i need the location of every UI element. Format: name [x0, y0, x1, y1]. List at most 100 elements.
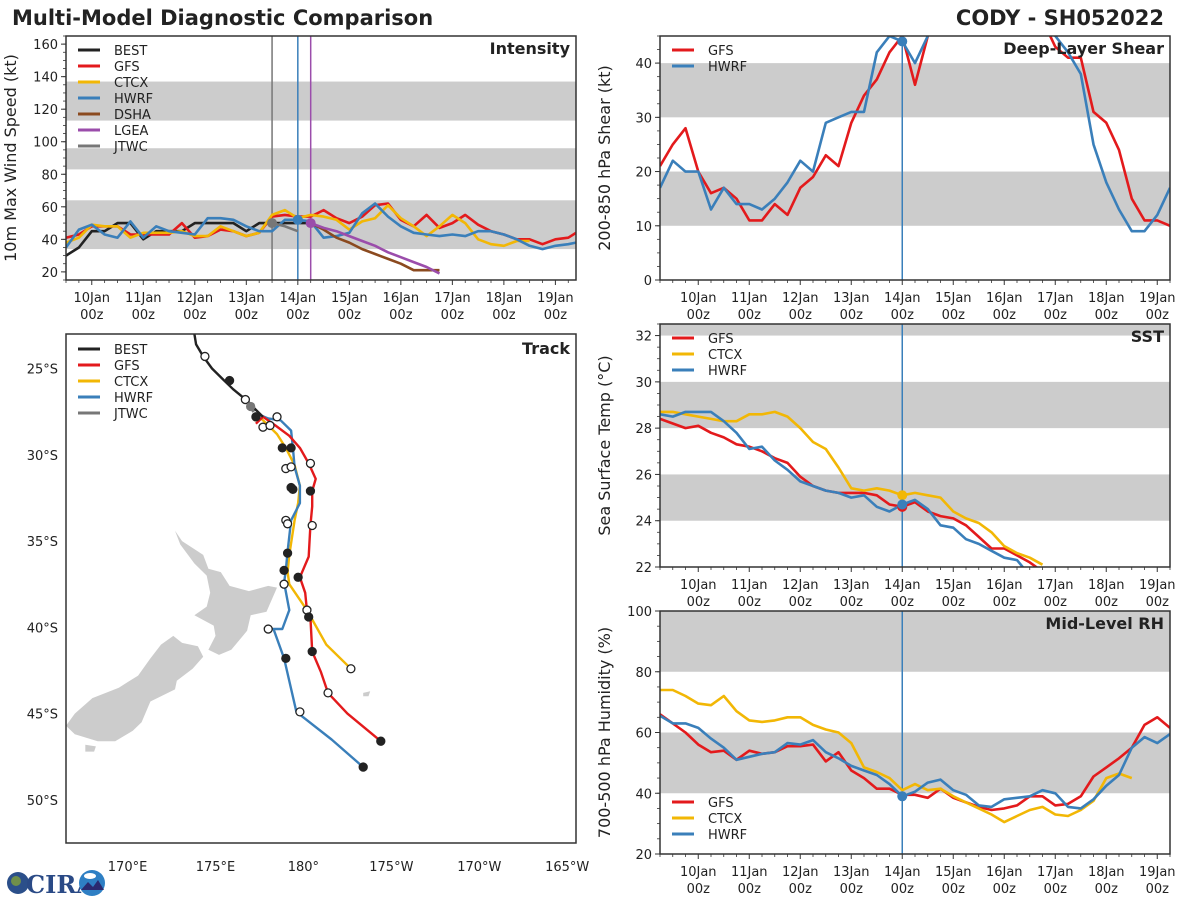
legend-label: BEST [114, 44, 147, 59]
x-tick-label-date: 10Jan [73, 291, 110, 306]
x-tick-label-hour: 00z [80, 308, 104, 323]
x-tick-label-hour: 00z [1146, 882, 1170, 897]
legend-label: GFS [708, 796, 734, 811]
legend-label: CTCX [114, 375, 148, 390]
marker-lgea [305, 218, 316, 229]
panel-title: Track [522, 339, 570, 358]
cloud-icon [84, 873, 96, 879]
x-tick-label-date: 14Jan [280, 291, 317, 306]
x-tick-label-date: 12Jan [782, 291, 819, 306]
x-tick-label-date: 13Jan [228, 291, 265, 306]
panel-title: SST [1131, 327, 1164, 346]
lon-tick-label: 170°E [108, 860, 148, 875]
legend-label: GFS [114, 60, 140, 75]
x-tick-label-hour: 00z [389, 308, 413, 323]
x-tick-label-hour: 00z [840, 882, 864, 897]
track-line-ctcx [253, 417, 352, 670]
x-tick-label-date: 17Jan [1037, 578, 1074, 593]
x-tick-label-date: 16Jan [986, 291, 1023, 306]
y-axis-label: 10m Max Wind Speed (kt) [1, 54, 20, 262]
track-point-filled [286, 443, 296, 453]
y-tick-label: 20 [635, 848, 652, 863]
land-chatham-island [363, 691, 371, 697]
y-tick-label: 24 [635, 515, 652, 530]
category-band [66, 148, 576, 170]
x-tick-label-date: 11Jan [125, 291, 162, 306]
y-tick-label: 26 [635, 468, 652, 483]
x-tick-label-date: 18Jan [1088, 291, 1125, 306]
globe-land-icon [11, 876, 21, 886]
track-point-open [323, 688, 333, 698]
legend-label: JTWC [113, 407, 148, 422]
legend-label: HWRF [114, 92, 153, 107]
x-tick-label-date: 14Jan [884, 291, 921, 306]
y-tick-label: 28 [635, 422, 652, 437]
x-tick-label-hour: 00z [1146, 595, 1170, 610]
x-tick-label-hour: 00z [942, 595, 966, 610]
category-band [660, 171, 1170, 226]
track-point-filled [224, 375, 235, 386]
x-tick-label-hour: 00z [1095, 308, 1119, 323]
x-tick-label-date: 15Jan [935, 578, 972, 593]
x-tick-label-date: 10Jan [680, 291, 717, 306]
x-tick-label-hour: 00z [1146, 308, 1170, 323]
x-tick-label-date: 17Jan [434, 291, 471, 306]
x-tick-label-hour: 00z [687, 308, 711, 323]
y-tick-label: 40 [635, 57, 652, 72]
track-point-open [240, 394, 251, 405]
track-point-open [346, 664, 356, 674]
track-point-open [305, 458, 316, 469]
y-tick-label: 60 [635, 727, 652, 742]
x-tick-label-hour: 00z [891, 595, 915, 610]
y-tick-label: 100 [33, 136, 58, 151]
x-tick-label-hour: 00z [738, 595, 762, 610]
panel-shear: 0 10 20 30 40 10Jan 00z 11Jan 00z 12Jan 00z 13Jan 00… [595, 35, 1176, 323]
track-point-open [295, 707, 305, 717]
x-tick-label-date: 18Jan [1088, 578, 1125, 593]
series-line-gfs [660, 417, 1039, 567]
x-tick-label-hour: 00z [993, 308, 1017, 323]
y-tick-label: 10 [635, 220, 652, 235]
x-tick-label-date: 13Jan [833, 578, 870, 593]
land-south-island [66, 635, 204, 742]
x-tick-label-hour: 00z [942, 882, 966, 897]
marker-jtwc [267, 218, 278, 229]
x-tick-label-hour: 00z [1044, 595, 1068, 610]
panel-title: Intensity [490, 39, 571, 58]
series-group [660, 36, 1170, 233]
x-tick-label-hour: 00z [891, 308, 915, 323]
x-tick-label-date: 16Jan [383, 291, 420, 306]
track-line-gfs [255, 415, 382, 743]
track-point-open [307, 520, 317, 531]
x-tick-label-date: 11Jan [731, 578, 768, 593]
x-tick-label-hour: 00z [789, 882, 813, 897]
series-group [660, 688, 1170, 824]
x-tick-label-date: 19Jan [1139, 865, 1176, 880]
x-tick-label-date: 10Jan [680, 865, 717, 880]
x-tick-label-hour: 00z [891, 882, 915, 897]
lat-tick-label: 25°S [27, 363, 58, 378]
x-tick-label-hour: 00z [789, 308, 813, 323]
y-tick-label: 140 [33, 71, 58, 86]
lat-tick-label: 30°S [27, 449, 58, 464]
track-point-open [282, 519, 293, 529]
x-tick-label-hour: 00z [993, 882, 1017, 897]
x-tick-label-date: 15Jan [935, 865, 972, 880]
x-tick-label-hour: 00z [544, 308, 568, 323]
category-band [660, 474, 1170, 521]
legend-label: HWRF [708, 828, 747, 843]
y-tick-label: 100 [627, 605, 652, 620]
y-tick-label: 160 [33, 38, 58, 53]
legend-label: HWRF [114, 391, 153, 406]
legend-label: GFS [708, 332, 734, 347]
legend-label: CTCX [708, 348, 742, 363]
x-tick-label-hour: 00z [738, 882, 762, 897]
x-tick-label-date: 15Jan [935, 291, 972, 306]
panel-sst: 22 24 26 28 30 32 10Jan 00z 11Jan 00z 12Jan 00z 13Ja… [595, 323, 1176, 610]
lat-tick-label: 35°S [27, 535, 58, 550]
x-tick-label-hour: 00z [1095, 595, 1119, 610]
y-tick-label: 80 [635, 666, 652, 681]
x-tick-label-date: 19Jan [537, 291, 574, 306]
x-tick-label-hour: 00z [441, 308, 465, 323]
